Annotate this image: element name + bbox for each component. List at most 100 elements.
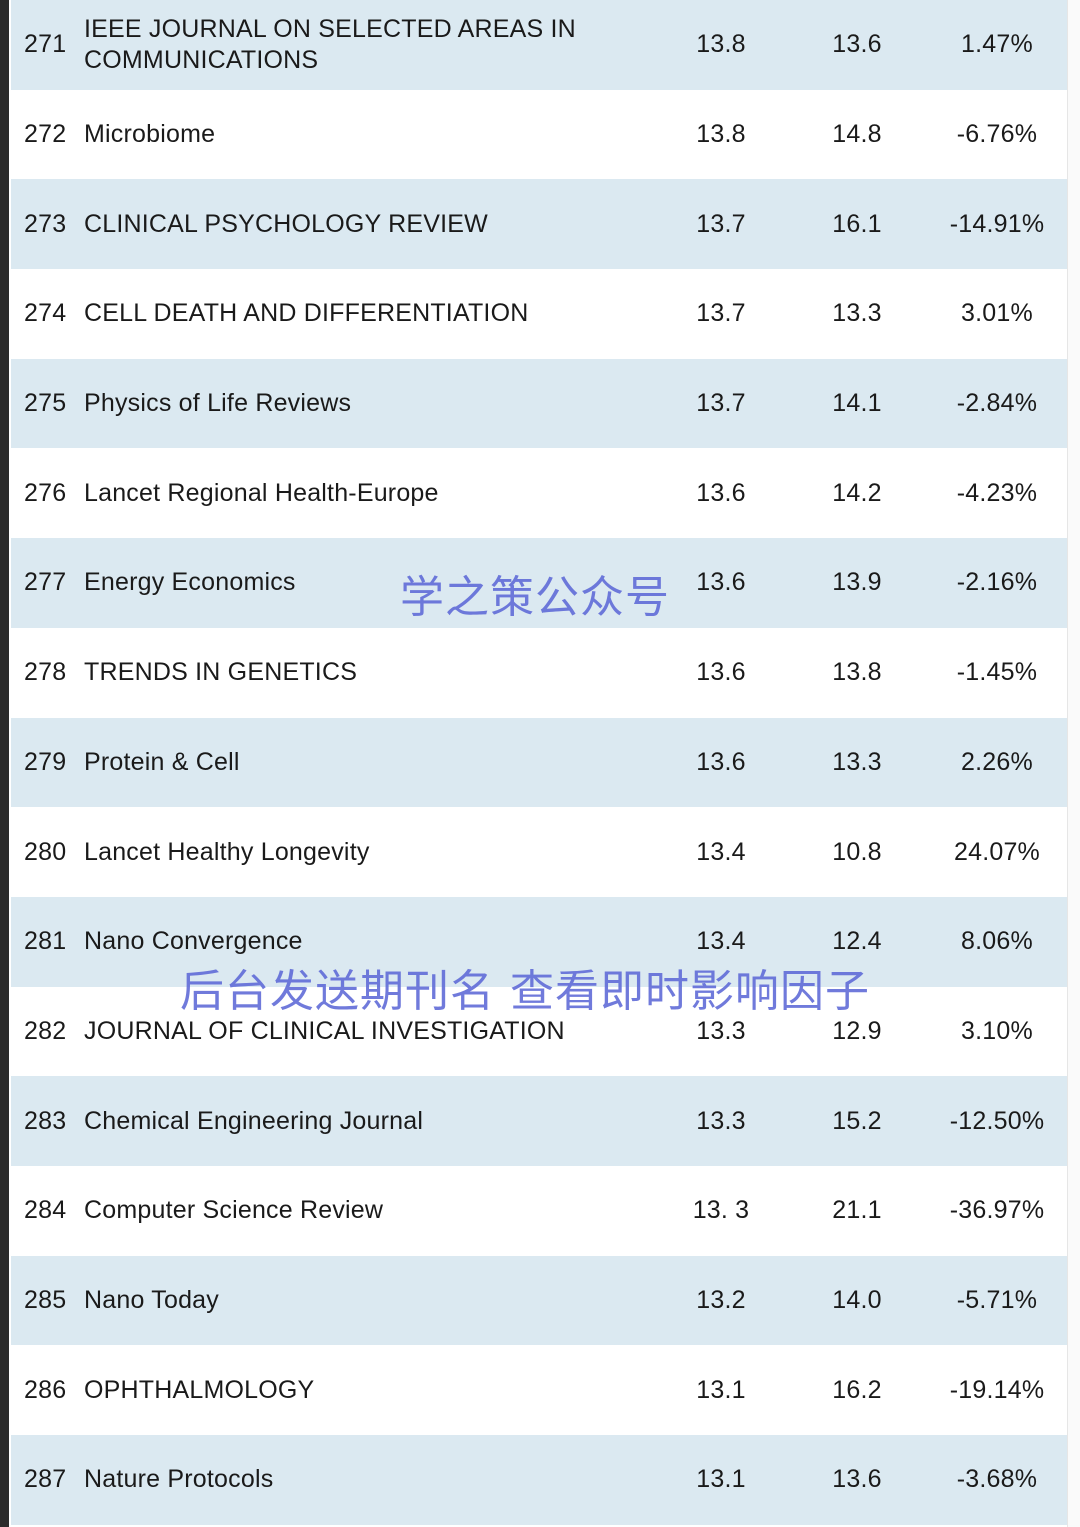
change-percent-cell: -6.76% bbox=[956, 120, 1038, 149]
previous-impact-factor-cell: 21.1 bbox=[832, 1196, 882, 1225]
table-row: 277 Energy Economics 13.6 13.9 -2.16% bbox=[11, 538, 1067, 628]
journal-name-cell: CLINICAL PSYCHOLOGY REVIEW bbox=[84, 209, 488, 238]
change-percent-cell: -14.91% bbox=[949, 209, 1045, 238]
table-row: 283 Chemical Engineering Journal 13.3 15… bbox=[11, 1076, 1067, 1166]
impact-factor-cell: 13.6 bbox=[696, 747, 746, 776]
previous-impact-factor-cell: 14.2 bbox=[832, 478, 882, 507]
impact-factor-cell: 13.8 bbox=[696, 30, 746, 59]
impact-factor-cell: 13.2 bbox=[696, 1285, 746, 1314]
rank-cell: 278 bbox=[24, 658, 67, 687]
impact-factor-cell: 13.1 bbox=[696, 1375, 746, 1404]
previous-impact-factor-cell: 10.8 bbox=[832, 837, 882, 866]
change-percent-cell: -5.71% bbox=[956, 1285, 1038, 1314]
table-row: 285 Nano Today 13.2 14.0 -5.71% bbox=[11, 1255, 1067, 1346]
rank-cell: 283 bbox=[24, 1106, 67, 1135]
journal-ranking-table: 271 IEEE JOURNAL ON SELECTED AREAS IN CO… bbox=[11, 0, 1067, 1525]
change-percent-cell: 8.06% bbox=[961, 927, 1033, 956]
change-percent-cell: -36.97% bbox=[949, 1196, 1045, 1225]
rank-cell: 277 bbox=[24, 568, 67, 597]
impact-factor-cell: 13.7 bbox=[696, 389, 746, 418]
rank-cell: 272 bbox=[24, 120, 67, 149]
journal-name-cell: Lancet Regional Health-Europe bbox=[84, 478, 439, 507]
table-row: 274 CELL DEATH AND DIFFERENTIATION 13.7 … bbox=[11, 269, 1067, 359]
rank-cell: 279 bbox=[24, 747, 67, 776]
journal-name-cell: JOURNAL OF CLINICAL INVESTIGATION bbox=[84, 1016, 565, 1045]
impact-factor-cell: 13.4 bbox=[696, 837, 746, 866]
journal-name-cell: TRENDS IN GENETICS bbox=[84, 658, 358, 687]
change-percent-cell: 3.01% bbox=[961, 299, 1033, 328]
change-percent-cell: 3.10% bbox=[961, 1016, 1033, 1045]
impact-factor-cell: 13.3 bbox=[696, 1016, 746, 1045]
table-row: 276 Lancet Regional Health-Europe 13.6 1… bbox=[11, 448, 1067, 539]
rank-cell: 274 bbox=[24, 299, 67, 328]
table-row: 287 Nature Protocols 13.1 13.6 -3.68% bbox=[11, 1435, 1067, 1525]
rank-cell: 284 bbox=[24, 1196, 67, 1225]
rank-cell: 275 bbox=[24, 389, 67, 418]
left-border bbox=[0, 0, 9, 1527]
rank-cell: 285 bbox=[24, 1285, 67, 1314]
rank-cell: 280 bbox=[24, 837, 67, 866]
rank-cell: 282 bbox=[24, 1016, 67, 1045]
change-percent-cell: -2.84% bbox=[956, 389, 1038, 418]
previous-impact-factor-cell: 16.1 bbox=[832, 209, 882, 238]
change-percent-cell: -12.50% bbox=[949, 1106, 1045, 1135]
table-row: 271 IEEE JOURNAL ON SELECTED AREAS IN CO… bbox=[11, 0, 1067, 90]
journal-name-cell: Microbiome bbox=[84, 120, 216, 149]
change-percent-cell: -4.23% bbox=[956, 478, 1038, 507]
table-row: 275 Physics of Life Reviews 13.7 14.1 -2… bbox=[11, 358, 1067, 449]
change-percent-cell: -2.16% bbox=[956, 568, 1038, 597]
table-row: 273 CLINICAL PSYCHOLOGY REVIEW 13.7 16.1… bbox=[11, 179, 1067, 270]
previous-impact-factor-cell: 12.9 bbox=[832, 1016, 882, 1045]
right-border bbox=[1067, 0, 1080, 1527]
journal-name-cell: Physics of Life Reviews bbox=[84, 389, 352, 418]
change-percent-cell: -19.14% bbox=[949, 1375, 1045, 1404]
previous-impact-factor-cell: 13.6 bbox=[832, 1465, 882, 1494]
journal-name-cell: Energy Economics bbox=[84, 568, 296, 597]
rank-cell: 281 bbox=[24, 927, 67, 956]
rank-cell: 273 bbox=[24, 209, 67, 238]
rank-cell: 286 bbox=[24, 1375, 67, 1404]
impact-factor-cell: 13.8 bbox=[696, 120, 746, 149]
journal-name-cell: IEEE JOURNAL ON SELECTED AREAS IN COMMUN… bbox=[84, 14, 576, 74]
table-row: 284 Computer Science Review 13. 3 21.1 -… bbox=[11, 1165, 1067, 1256]
table-row: 282 JOURNAL OF CLINICAL INVESTIGATION 13… bbox=[11, 986, 1067, 1077]
previous-impact-factor-cell: 13.3 bbox=[832, 747, 882, 776]
journal-name-cell: CELL DEATH AND DIFFERENTIATION bbox=[84, 299, 529, 328]
table-row: 279 Protein & Cell 13.6 13.3 2.26% bbox=[11, 717, 1067, 808]
impact-factor-cell: 13.7 bbox=[696, 299, 746, 328]
previous-impact-factor-cell: 15.2 bbox=[832, 1106, 882, 1135]
previous-impact-factor-cell: 13.8 bbox=[832, 658, 882, 687]
journal-name-cell: OPHTHALMOLOGY bbox=[84, 1375, 315, 1404]
previous-impact-factor-cell: 12.4 bbox=[832, 927, 882, 956]
change-percent-cell: 1.47% bbox=[961, 30, 1033, 59]
rank-cell: 276 bbox=[24, 478, 67, 507]
impact-factor-cell: 13.6 bbox=[696, 478, 746, 507]
journal-name-cell: Nano Convergence bbox=[84, 927, 303, 956]
change-percent-cell: 24.07% bbox=[954, 837, 1040, 866]
previous-impact-factor-cell: 14.1 bbox=[832, 389, 882, 418]
impact-factor-cell: 13.1 bbox=[696, 1465, 746, 1494]
impact-factor-cell: 13.6 bbox=[696, 568, 746, 597]
table-row: 278 TRENDS IN GENETICS 13.6 13.8 -1.45% bbox=[11, 627, 1067, 718]
journal-name-cell: Nature Protocols bbox=[84, 1465, 274, 1494]
impact-factor-cell: 13.6 bbox=[696, 658, 746, 687]
previous-impact-factor-cell: 13.9 bbox=[832, 568, 882, 597]
previous-impact-factor-cell: 16.2 bbox=[832, 1375, 882, 1404]
rank-cell: 287 bbox=[24, 1465, 67, 1494]
impact-factor-cell: 13.4 bbox=[696, 927, 746, 956]
journal-name-cell: Lancet Healthy Longevity bbox=[84, 837, 370, 866]
impact-factor-cell: 13. 3 bbox=[692, 1196, 750, 1225]
previous-impact-factor-cell: 14.8 bbox=[832, 120, 882, 149]
previous-impact-factor-cell: 13.6 bbox=[832, 30, 882, 59]
previous-impact-factor-cell: 14.0 bbox=[832, 1285, 882, 1314]
change-percent-cell: 2.26% bbox=[961, 747, 1033, 776]
table-row: 281 Nano Convergence 13.4 12.4 8.06% bbox=[11, 896, 1067, 987]
table-row: 280 Lancet Healthy Longevity 13.4 10.8 2… bbox=[11, 807, 1067, 897]
journal-name-cell: Nano Today bbox=[84, 1285, 219, 1314]
impact-factor-cell: 13.3 bbox=[696, 1106, 746, 1135]
change-percent-cell: -1.45% bbox=[956, 658, 1038, 687]
journal-name-cell: Chemical Engineering Journal bbox=[84, 1106, 424, 1135]
journal-name-cell: Computer Science Review bbox=[84, 1196, 384, 1225]
previous-impact-factor-cell: 13.3 bbox=[832, 299, 882, 328]
journal-name-cell: Protein & Cell bbox=[84, 747, 240, 776]
